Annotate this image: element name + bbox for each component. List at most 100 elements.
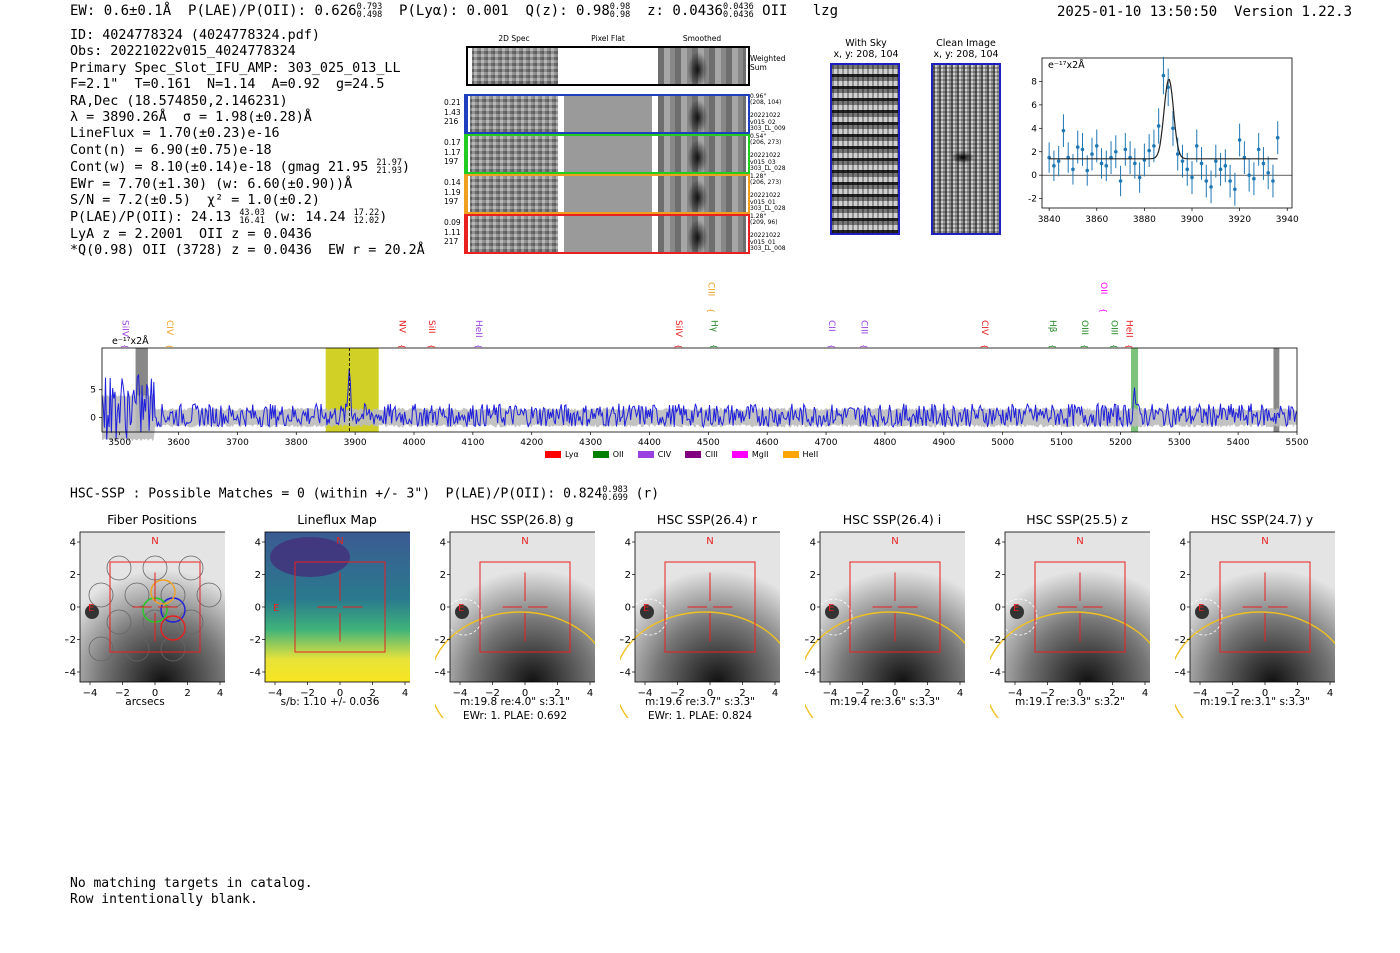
y-tick-label: 0 — [440, 603, 446, 614]
x-tick-label: 4300 — [579, 438, 602, 448]
info-ewr: EWr = 7.70(±1.30) (w: 6.60(±0.90))Å — [70, 176, 353, 192]
info-lambda: λ = 3890.26Å σ = 1.98(±0.28)Å — [70, 110, 312, 126]
data-point — [1175, 152, 1180, 156]
x-tick-label: −4 — [823, 688, 838, 699]
hsc-caption: m:19.1 re:3.1" s:3.3" — [1200, 696, 1310, 708]
hsc-panel-title: HSC SSP(25.5) z — [1026, 512, 1128, 527]
line-id-bracket: { — [706, 308, 715, 313]
data-point — [1271, 179, 1275, 183]
y-tick-label: 2 — [1031, 148, 1037, 158]
line-id-label: OIII — [1109, 320, 1119, 335]
y-tick-label: −2 — [250, 635, 261, 646]
plae-hi: 0.793 — [356, 2, 383, 12]
full-unit-label: e⁻¹⁷x2Å — [112, 336, 149, 347]
info-sn: S/N = 7.2(±0.5) χ² = 1.0(±0.2) — [70, 193, 320, 209]
data-point — [1190, 175, 1194, 180]
line-id-bracket: { — [1099, 308, 1108, 313]
x-tick-label: −2 — [300, 688, 315, 699]
x-tick-label: 2 — [554, 688, 560, 699]
east-label: E — [828, 603, 834, 614]
y-tick-label: 0 — [995, 603, 1001, 614]
legend-swatch — [545, 450, 561, 458]
hsc-caption-2: EWr: 1. PLAE: 0.692 — [462, 710, 568, 722]
x-tick-label: −2 — [115, 688, 130, 699]
east-label: E — [1198, 603, 1204, 614]
fiber-circle — [88, 582, 114, 608]
x-tick-label: 0 — [892, 688, 898, 699]
fiber-circle-red — [160, 615, 186, 641]
fiber-color-bar — [464, 174, 467, 214]
aperture-box — [849, 561, 941, 653]
y-tick-label: 2 — [440, 570, 446, 581]
legend-label: HeII — [802, 449, 819, 459]
y-tick-label: 2 — [70, 570, 76, 581]
line-id-label: HeII — [1123, 320, 1133, 338]
fiber-circle — [196, 582, 222, 608]
fiber-circle — [124, 636, 150, 662]
line-id-label: NV — [396, 320, 406, 334]
legend-swatch — [592, 450, 609, 458]
fiber-row-values: 0.17 1.17 197 — [444, 138, 461, 166]
fiber-row — [466, 174, 750, 214]
neighbor-source — [455, 605, 469, 619]
neighbor-aperture — [1000, 598, 1038, 636]
cutout-image — [1005, 532, 1150, 682]
line-id-label: Hγ — [708, 320, 718, 333]
data-point — [1171, 126, 1175, 131]
data-point — [1209, 185, 1213, 189]
y-tick-label: 0 — [1031, 171, 1037, 181]
galaxy-ellipse — [435, 611, 595, 718]
x-tick-label: −4 — [453, 688, 468, 699]
y-tick-label: 4 — [1031, 124, 1037, 134]
fiber-color-bar — [464, 214, 467, 254]
line-legend: Lyα OII CIV CIII MgII HeII — [545, 447, 818, 461]
x-tick-label: 3800 — [285, 438, 308, 448]
neighbor-source — [825, 605, 839, 619]
y-tick-label: −2 — [990, 635, 1001, 646]
noise-envelope — [102, 393, 1297, 442]
data-point — [1147, 148, 1151, 153]
fiber-row-meta: 1.28" (209, 96) 20221022 v015_01 303_LL_… — [750, 213, 786, 253]
fiber-smooth-image — [658, 136, 746, 172]
data-point — [1137, 175, 1142, 180]
y-tick-label: 2 — [810, 570, 816, 581]
hsc-cutout: N E −4 −2 0 2 4 4 2 0 −2 −4 — [990, 531, 1150, 718]
fiber-row — [466, 94, 750, 134]
hsc-panel-title: HSC SSP(26.8) g — [470, 512, 574, 527]
q-hi: 0.98 — [609, 2, 631, 12]
data-point — [1266, 171, 1270, 175]
line-id-bracket: { — [121, 344, 130, 349]
x-tick-label: 4 — [402, 688, 408, 699]
x-tick-label: −4 — [1193, 688, 1208, 699]
north-label: N — [891, 536, 898, 547]
aperture-box — [664, 561, 756, 653]
data-point — [1233, 187, 1237, 192]
line-name: OII — [762, 3, 788, 19]
line-id-label: SiII — [426, 320, 436, 334]
zoom-spectrum-chart: -2 0 2 4 6 8 3840 3860 3880 3900 3920 3940 — [1028, 56, 1299, 225]
full-spectrum-chart: 0 5 3500 3600 3700 3800 3900 4000 4100 4200 4300 44… — [90, 282, 1308, 448]
x-tick-label: 0 — [152, 688, 158, 699]
info-id: ID: 4024778324 (4024778324.pdf) — [70, 28, 320, 43]
line-id-bracket: { — [827, 344, 836, 349]
east-label: E — [273, 603, 279, 614]
y-tick-label: 4 — [995, 538, 1001, 549]
y-tick-label: 8 — [1031, 77, 1037, 87]
x-tick-label: 4700 — [815, 438, 838, 448]
hsc-caption: arcsecs — [125, 696, 165, 708]
x-tick-label: 4 — [587, 688, 593, 699]
legend-swatch — [731, 450, 748, 458]
info-contw: Cont(w) = 8.10(±0.14)e-18 (gmag 21.95 21… — [70, 158, 411, 177]
data-point — [1156, 124, 1161, 128]
fiber-circle — [178, 555, 204, 581]
north-label: N — [706, 536, 713, 547]
x-tick-label: −4 — [83, 688, 98, 699]
x-tick-label: 3940 — [1276, 215, 1299, 225]
x-tick-label: 4900 — [932, 438, 955, 448]
info-lineflux: LineFlux = 1.70(±0.23)e-16 — [70, 126, 280, 142]
fiber-row-values: 0.21 1.43 216 — [444, 98, 461, 126]
x-tick-label: 4800 — [873, 438, 896, 448]
aperture-box — [1219, 561, 1311, 653]
x-tick-label: 3900 — [344, 438, 367, 448]
data-point — [1252, 176, 1256, 181]
